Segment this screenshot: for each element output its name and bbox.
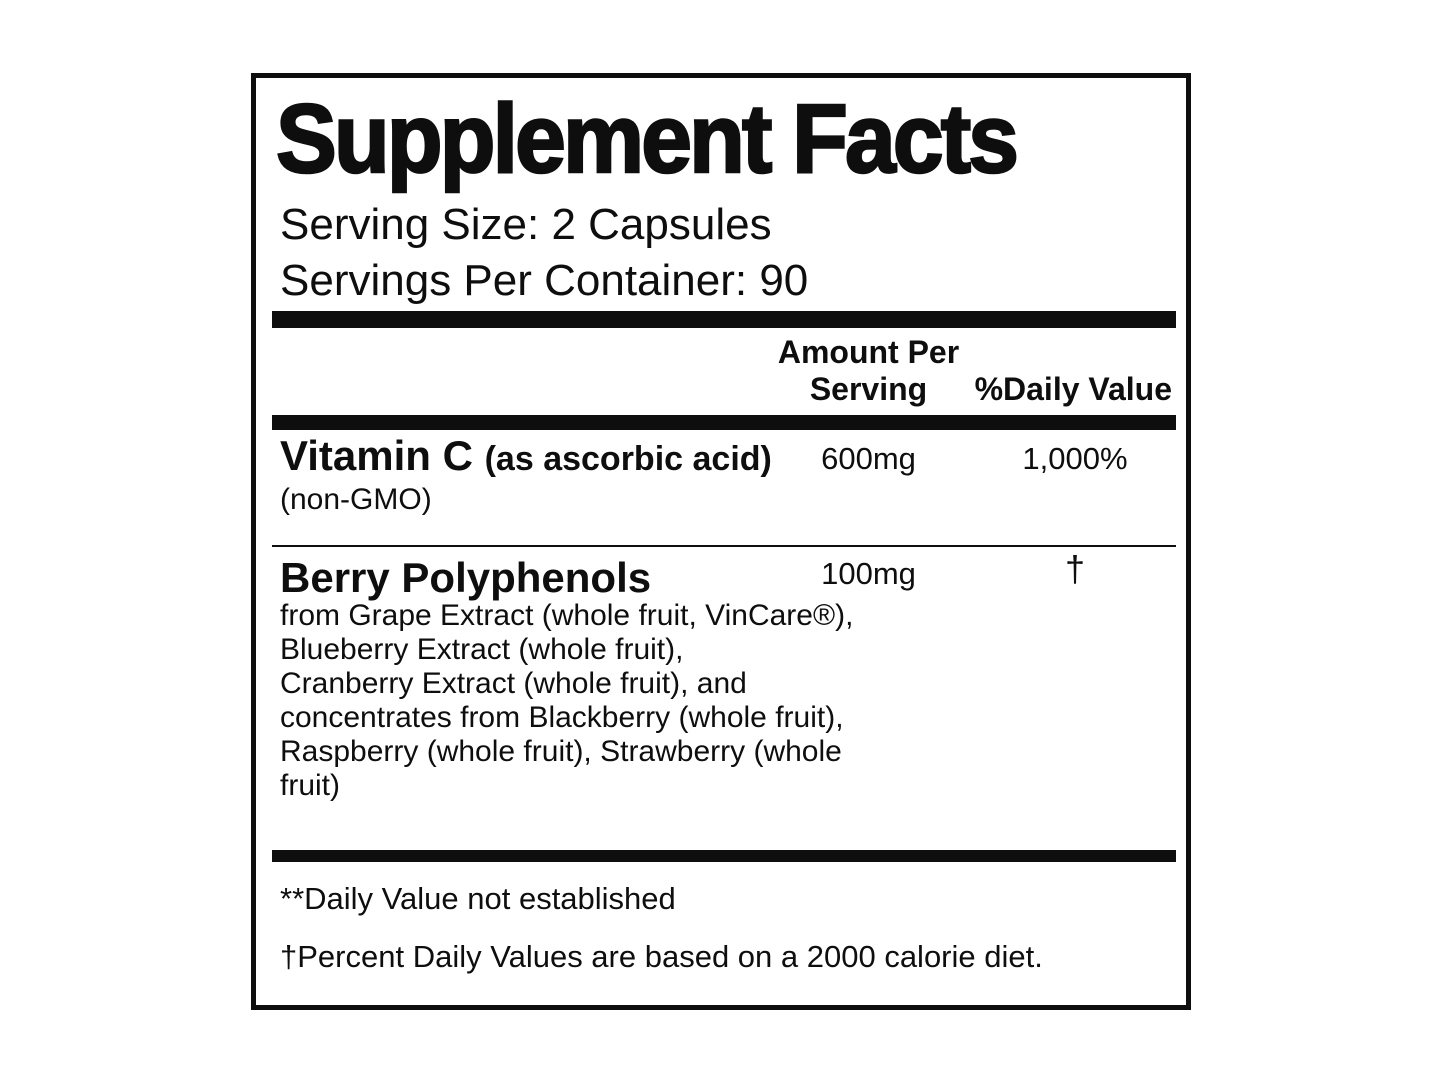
column-header-daily-value: %Daily Value: [974, 371, 1172, 407]
ingredient-note-non-gmo: (non-GMO): [280, 483, 432, 516]
supplement-facts-panel: Supplement Facts Serving Size: 2 Capsule…: [251, 73, 1191, 1010]
ingredient-daily-value: 1,000%: [1022, 441, 1128, 476]
footnote-percent-daily-values: †Percent Daily Values are based on a 200…: [280, 939, 1043, 974]
ingredient-name: Vitamin C: [280, 432, 473, 479]
divider-bar-thick-top: [272, 311, 1176, 328]
divider-rule-thin: [272, 545, 1176, 547]
ingredient-amount: 600mg: [821, 441, 916, 476]
divider-bar-thick-header: [272, 415, 1176, 430]
ingredient-daily-value-dagger: †: [1064, 548, 1086, 589]
divider-bar-thick-bottom: [272, 850, 1176, 862]
column-header-amount-per-serving: Amount Per Serving: [777, 334, 960, 407]
ingredient-row-berry-polyphenols: Berry Polyphenols: [280, 554, 652, 601]
ingredient-amount: 100mg: [821, 556, 916, 591]
ingredient-row-vitamin-c: Vitamin C (as ascorbic acid): [280, 432, 772, 480]
ingredient-description: from Grape Extract (whole fruit, VinCare…: [280, 599, 854, 802]
servings-per-container-text: Servings Per Container: 90: [280, 256, 809, 305]
serving-size-text: Serving Size: 2 Capsules: [280, 200, 772, 249]
panel-title: Supplement Facts: [275, 83, 1020, 194]
footnote-daily-value-not-established: **Daily Value not established: [280, 881, 676, 916]
ingredient-name-detail: (as ascorbic acid): [484, 440, 772, 478]
